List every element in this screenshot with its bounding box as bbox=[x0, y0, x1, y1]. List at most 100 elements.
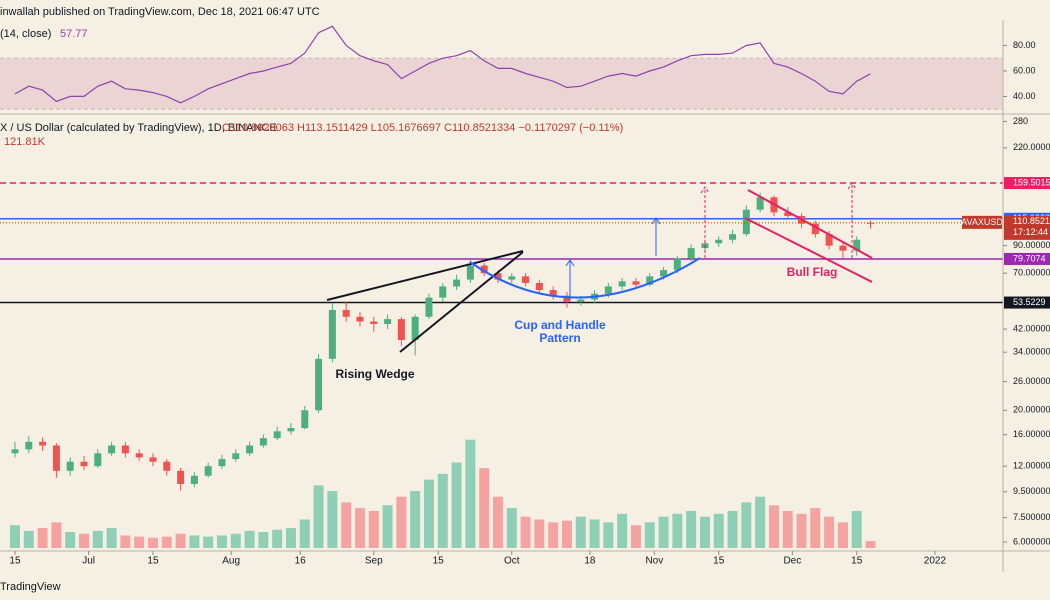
ohlc-legend: O110.8920063 H113.1511429 L105.1676697 C… bbox=[222, 122, 623, 134]
trendline bbox=[326, 250, 524, 301]
price-pane bbox=[0, 182, 1003, 548]
arrow bbox=[700, 186, 710, 258]
volume-bar bbox=[368, 510, 379, 548]
trendline bbox=[399, 251, 524, 353]
volume-bar bbox=[824, 516, 835, 548]
volume-bar bbox=[658, 516, 669, 548]
volume-bar bbox=[327, 491, 338, 548]
volume-bar bbox=[78, 533, 89, 548]
candle-body bbox=[687, 248, 695, 259]
candle-body bbox=[508, 276, 516, 280]
countdown-label: 17:12:44 bbox=[1013, 227, 1048, 237]
rsi-legend: (14, close) bbox=[0, 28, 51, 40]
volume-bar bbox=[755, 496, 766, 548]
volume-bar bbox=[189, 535, 200, 548]
candle-body bbox=[397, 319, 405, 341]
x-tick-label: 15 bbox=[147, 556, 159, 567]
volume-bar bbox=[727, 510, 738, 548]
y-tick-label: 12.000000 bbox=[1013, 461, 1050, 471]
candle-body bbox=[729, 234, 737, 240]
volume-bar bbox=[534, 519, 545, 548]
volume-bar bbox=[548, 522, 559, 548]
flag-line bbox=[744, 217, 873, 283]
candle-body bbox=[301, 410, 309, 429]
volume-bar bbox=[134, 536, 145, 548]
candle-body bbox=[177, 470, 185, 484]
volume-bar bbox=[630, 525, 641, 548]
level-label: 79.7074 bbox=[1013, 253, 1046, 263]
annotation: Bull Flag bbox=[787, 265, 838, 279]
candle-body bbox=[246, 445, 254, 454]
level-label: 159.5015 bbox=[1013, 177, 1050, 187]
volume-bar bbox=[465, 439, 476, 548]
y-tick-label: 42.000000 bbox=[1013, 323, 1050, 333]
candle-body bbox=[480, 265, 488, 274]
x-tick-label: 15 bbox=[851, 556, 863, 567]
candle-body bbox=[411, 316, 419, 341]
y-tick-label: 34.000000 bbox=[1013, 347, 1050, 357]
volume-bar bbox=[120, 535, 131, 548]
candle-body bbox=[384, 319, 392, 324]
arrow bbox=[651, 217, 661, 256]
volume-bar bbox=[299, 519, 310, 548]
candle-body bbox=[839, 245, 847, 251]
candle-body bbox=[853, 239, 861, 251]
volume-bar bbox=[699, 516, 710, 548]
y-tick-label: 6.000000 bbox=[1013, 536, 1050, 546]
volume-bar bbox=[851, 510, 862, 548]
volume-bar bbox=[175, 533, 186, 548]
candle-body bbox=[466, 265, 474, 280]
volume-bar bbox=[230, 533, 241, 548]
candle-body bbox=[604, 286, 612, 294]
candle-body bbox=[39, 441, 47, 446]
volume-bar bbox=[65, 532, 76, 548]
volume-bar bbox=[92, 530, 103, 548]
volume-bar bbox=[713, 513, 724, 548]
symbol-label: AVAXUSD bbox=[961, 217, 1003, 227]
volume-bar bbox=[410, 491, 421, 548]
x-tick-label: 15 bbox=[433, 556, 445, 567]
y-tick-label: 280 bbox=[1013, 116, 1028, 126]
volume-bar bbox=[810, 508, 821, 548]
volume-bar bbox=[796, 513, 807, 548]
volume-bar bbox=[617, 513, 628, 548]
volume-bar bbox=[672, 513, 683, 548]
candle-body bbox=[439, 286, 447, 298]
volume-bar bbox=[341, 502, 352, 548]
candle-body bbox=[328, 309, 336, 359]
candle-body bbox=[163, 461, 171, 471]
volume-bar bbox=[272, 529, 283, 548]
candle-body bbox=[66, 461, 74, 471]
candle-body bbox=[108, 445, 116, 454]
candle-body bbox=[25, 441, 33, 450]
volume-bar bbox=[147, 537, 158, 548]
candle-body bbox=[522, 276, 530, 283]
x-tick-label: 15 bbox=[713, 556, 725, 567]
volume-bar bbox=[313, 485, 324, 548]
volume-bar bbox=[244, 530, 255, 548]
volume-bar bbox=[396, 496, 407, 548]
level-tag bbox=[1004, 177, 1050, 190]
candle-body bbox=[135, 453, 143, 458]
candle-body bbox=[563, 295, 571, 302]
x-tick-label: 15 bbox=[9, 556, 21, 567]
candle-body bbox=[549, 290, 557, 296]
candle-body bbox=[425, 297, 433, 317]
x-tick-label: Aug bbox=[222, 556, 240, 567]
x-tick-label: Dec bbox=[783, 556, 801, 567]
candle-body bbox=[287, 428, 295, 432]
rsi-pane bbox=[0, 25, 1003, 110]
candle-body bbox=[204, 466, 212, 476]
symbol-legend: X / US Dollar (calculated by TradingView… bbox=[0, 122, 277, 134]
x-tick-label: Sep bbox=[365, 556, 383, 567]
rsi-band bbox=[0, 58, 1003, 110]
volume-bar bbox=[506, 508, 517, 548]
y-tick-label: 20.000000 bbox=[1013, 405, 1050, 415]
volume-bar bbox=[603, 522, 614, 548]
candle-body bbox=[811, 223, 819, 235]
volume-bar bbox=[451, 462, 462, 548]
volume-bar bbox=[575, 516, 586, 548]
candle-body bbox=[273, 431, 281, 439]
level-tag bbox=[1004, 296, 1050, 309]
candle-body bbox=[94, 453, 102, 467]
